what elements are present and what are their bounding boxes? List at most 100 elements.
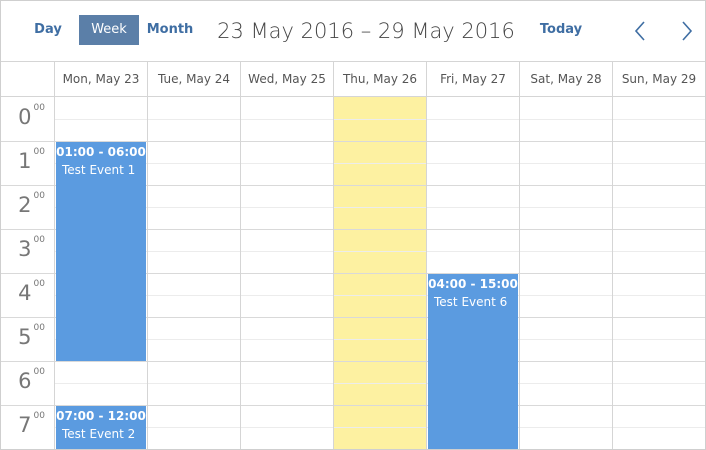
day-header-row: Mon, May 23 Tue, May 24 Wed, May 25 Thu, Ma…: [1, 61, 705, 97]
time-slot-cell[interactable]: [241, 98, 333, 141]
half-hour-line: [54, 119, 705, 120]
time-slot-cell[interactable]: [334, 230, 426, 273]
half-hour-line: [54, 427, 705, 428]
time-slot-cell[interactable]: [334, 318, 426, 361]
time-slot-cell[interactable]: [241, 142, 333, 185]
time-label-minutes: 00: [33, 323, 45, 333]
time-slot-cell[interactable]: [148, 98, 240, 141]
prev-button[interactable]: [630, 19, 652, 43]
time-slot-cell[interactable]: [613, 186, 705, 229]
chevron-left-icon: [634, 21, 645, 41]
time-slot-cell[interactable]: [334, 406, 426, 449]
event-block[interactable]: 07:00 - 12:00 Test Event 2: [56, 406, 146, 449]
time-slot-cell[interactable]: [148, 230, 240, 273]
event-title: Test Event 2: [62, 427, 136, 441]
day-column-line: [147, 97, 148, 449]
day-header[interactable]: Fri, May 27: [426, 62, 519, 97]
time-slot-cell[interactable]: [334, 142, 426, 185]
hour-line: [1, 317, 705, 318]
day-header[interactable]: Tue, May 24: [147, 62, 240, 97]
day-column-line: [612, 97, 613, 449]
view-day-button[interactable]: Day: [34, 22, 62, 37]
time-slot-cell[interactable]: [148, 318, 240, 361]
hour-line: [1, 405, 705, 406]
time-slot-cell[interactable]: [334, 98, 426, 141]
time-slot-cell[interactable]: [334, 274, 426, 317]
time-slot-cell[interactable]: [520, 230, 612, 273]
time-slot-cell[interactable]: [427, 186, 519, 229]
time-slot-cell[interactable]: [148, 186, 240, 229]
day-header[interactable]: Sun, May 29: [612, 62, 705, 97]
time-label: 0 00: [1, 103, 45, 129]
half-hour-line: [54, 163, 705, 164]
time-slot-cell[interactable]: [241, 362, 333, 405]
time-slot-cell[interactable]: [427, 230, 519, 273]
event-time: 07:00 - 12:00: [56, 409, 146, 423]
time-slot-cell[interactable]: [241, 274, 333, 317]
time-slot-cell[interactable]: [241, 406, 333, 449]
time-slot-cell[interactable]: [334, 362, 426, 405]
time-slot-cell[interactable]: [148, 362, 240, 405]
time-slot-cell[interactable]: [613, 274, 705, 317]
header-corner: [1, 62, 54, 97]
day-header[interactable]: Mon, May 23: [54, 62, 147, 97]
time-label-hour: 3: [18, 237, 32, 261]
time-slot-cell[interactable]: [427, 98, 519, 141]
half-hour-line: [54, 383, 705, 384]
day-column-line: [333, 97, 334, 449]
time-slot-cell[interactable]: [148, 406, 240, 449]
time-slot-cell[interactable]: [520, 98, 612, 141]
time-slot-cell[interactable]: [148, 142, 240, 185]
event-block[interactable]: 04:00 - 15:00 Test Event 6: [428, 274, 518, 449]
next-button[interactable]: [677, 19, 699, 43]
event-time: 01:00 - 06:00: [56, 145, 146, 159]
time-slot-cell[interactable]: [241, 186, 333, 229]
time-slot-cell[interactable]: [148, 274, 240, 317]
time-slot-cell[interactable]: [520, 362, 612, 405]
time-label: 3 00: [1, 235, 45, 261]
time-slot-cell[interactable]: [55, 362, 147, 405]
view-week-button[interactable]: Week: [79, 15, 139, 45]
day-column-line: [240, 97, 241, 449]
time-slot-cell[interactable]: [520, 186, 612, 229]
time-slot-cell[interactable]: [613, 406, 705, 449]
hour-line: [1, 141, 705, 142]
day-header[interactable]: Sat, May 28: [519, 62, 612, 97]
half-hour-line: [54, 251, 705, 252]
time-slot-cell[interactable]: [241, 318, 333, 361]
time-slot-cell[interactable]: [613, 230, 705, 273]
time-slot-cell[interactable]: [613, 362, 705, 405]
day-column-line: [519, 97, 520, 449]
time-label-minutes: 00: [33, 367, 45, 377]
day-header[interactable]: Thu, May 26: [333, 62, 426, 97]
time-label: 1 00: [1, 147, 45, 173]
time-slot-cell[interactable]: [427, 142, 519, 185]
time-slot-cell[interactable]: [55, 98, 147, 141]
half-hour-line: [54, 295, 705, 296]
time-slot-cell[interactable]: [520, 406, 612, 449]
today-button[interactable]: Today: [539, 22, 583, 37]
time-label-minutes: 00: [33, 411, 45, 421]
time-slot-cell[interactable]: [613, 98, 705, 141]
event-block[interactable]: 01:00 - 06:00 Test Event 1: [56, 142, 146, 361]
day-header[interactable]: Wed, May 25: [240, 62, 333, 97]
time-slot-cell[interactable]: [613, 318, 705, 361]
time-label-hour: 5: [18, 325, 32, 349]
time-label-hour: 6: [18, 369, 32, 393]
half-hour-line: [54, 339, 705, 340]
time-slot-cell[interactable]: [520, 318, 612, 361]
view-month-button[interactable]: Month: [146, 22, 194, 37]
day-column-line: [426, 97, 427, 449]
time-label: 7 00: [1, 411, 45, 437]
time-slot-cell[interactable]: [520, 274, 612, 317]
hour-line: [1, 229, 705, 230]
time-label: 5 00: [1, 323, 45, 349]
time-slot-cell[interactable]: [241, 230, 333, 273]
chevron-right-icon: [682, 21, 693, 41]
time-slot-cell[interactable]: [334, 186, 426, 229]
time-slot-cell[interactable]: [520, 142, 612, 185]
time-slot-cell[interactable]: [613, 142, 705, 185]
day-column-line: [54, 97, 55, 449]
hour-line: [1, 361, 705, 362]
